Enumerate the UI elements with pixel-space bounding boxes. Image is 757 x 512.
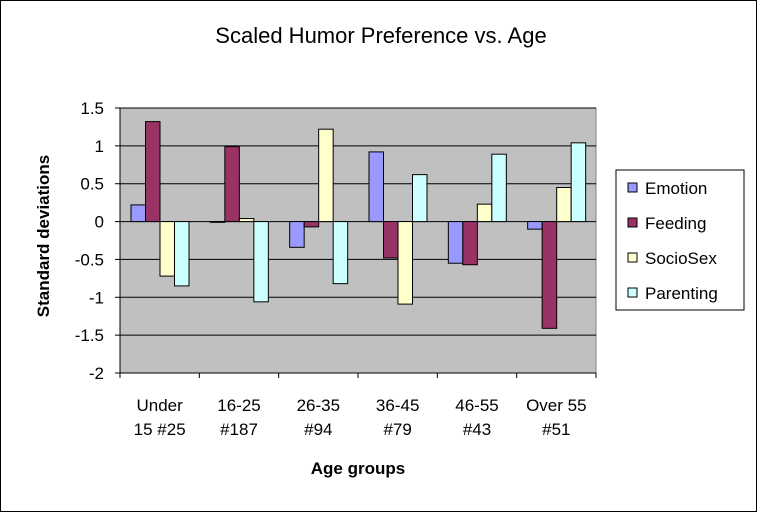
x-tick-label: Over 55 (526, 396, 586, 415)
x-tick-label: 46-55 (455, 396, 498, 415)
bar-parenting-1 (253, 221, 269, 303)
y-tick-label: 1 (95, 137, 104, 156)
bar-parenting-3 (412, 174, 428, 223)
bar-sociosex-5 (556, 187, 572, 223)
bar-feeding-1 (224, 146, 240, 223)
y-axis-title: Standard deviations (34, 155, 53, 317)
bar-sociosex-4 (476, 203, 493, 223)
bars (130, 121, 587, 329)
legend-label-feeding: Feeding (645, 214, 706, 233)
y-tick-label: -0.5 (75, 250, 104, 269)
bar-emotion-4 (447, 221, 464, 264)
legend-swatch-sociosex (627, 252, 638, 263)
x-tick-label: #43 (463, 420, 491, 439)
legend-swatch-emotion (627, 182, 638, 193)
axes (115, 107, 597, 378)
x-tick-label: 15 #25 (134, 420, 186, 439)
chart-title: Scaled Humor Preference vs. Age (215, 23, 546, 48)
x-tick-label: Under (137, 396, 184, 415)
legend-box (615, 169, 745, 311)
bar-parenting-4 (491, 153, 507, 223)
legend-label-parenting: Parenting (645, 284, 718, 303)
legend-swatch-feeding (627, 217, 638, 228)
gridlines (120, 107, 596, 374)
x-axis-title: Age groups (311, 459, 405, 478)
bar-feeding-0 (145, 121, 161, 223)
bar-emotion-3 (368, 151, 384, 223)
bar-emotion-1 (209, 221, 226, 223)
bar-sociosex-2 (318, 128, 334, 223)
bar-emotion-2 (289, 221, 305, 248)
x-tick-label: 36-45 (376, 396, 419, 415)
y-tick-label: 0.5 (80, 175, 104, 194)
bar-parenting-5 (570, 142, 587, 223)
legend: Emotion Feeding SocioSex Parenting (615, 169, 745, 311)
x-tick-label: #79 (383, 420, 411, 439)
x-tick-label: #51 (542, 420, 570, 439)
bar-emotion-5 (527, 221, 543, 230)
y-tick-labels: 1.5 1 0.5 0 -0.5 -1 -1.5 -2 (75, 99, 104, 383)
plot-area (119, 107, 597, 374)
x-tick-label: #94 (304, 420, 332, 439)
bar-parenting-2 (332, 221, 349, 285)
y-tick-label: 1.5 (80, 99, 104, 118)
y-tick-label: -1.5 (75, 326, 104, 345)
bar-sociosex-1 (238, 218, 255, 223)
y-tick-label: -2 (89, 364, 104, 383)
x-tick-labels: Under 15 #25 16-25 #187 26-35 #94 36-45 #79 46-5… (134, 396, 587, 439)
x-tick-label: 16-25 (217, 396, 260, 415)
y-tick-label: 0 (95, 213, 104, 232)
bar-parenting-0 (174, 221, 190, 287)
bar-feeding-5 (541, 221, 558, 329)
legend-label-sociosex: SocioSex (645, 249, 717, 268)
legend-label-emotion: Emotion (645, 179, 707, 198)
y-tick-label: -1 (89, 288, 104, 307)
bar-sociosex-3 (397, 221, 413, 305)
bar-feeding-4 (462, 221, 478, 266)
bar-sociosex-0 (159, 221, 175, 277)
legend-swatch-parenting (627, 287, 638, 298)
x-tick-label: #187 (220, 420, 258, 439)
bar-emotion-0 (130, 204, 146, 223)
bar-feeding-3 (383, 221, 399, 259)
x-tick-label: 26-35 (297, 396, 340, 415)
bar-feeding-2 (303, 221, 320, 228)
